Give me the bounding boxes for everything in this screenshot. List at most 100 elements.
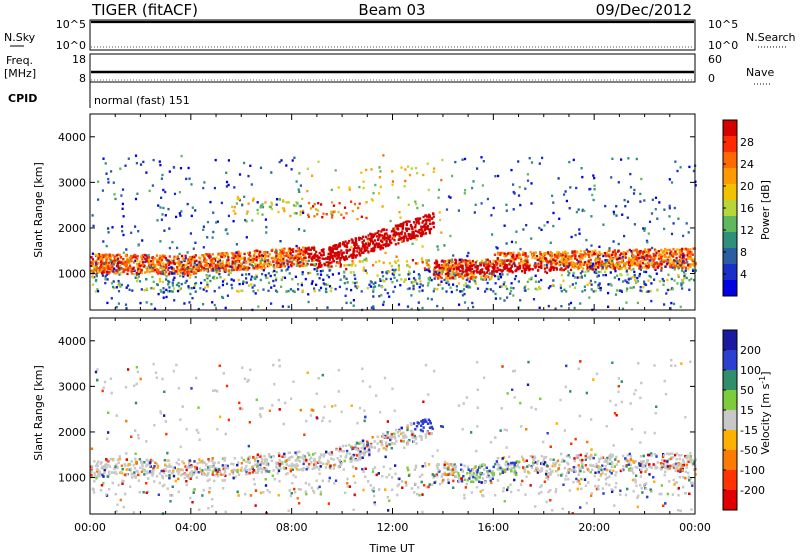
- power-cell: [115, 272, 117, 274]
- power-cell: [292, 159, 294, 161]
- power-cell: [592, 263, 594, 265]
- power-cell: [415, 238, 417, 240]
- power-cell: [605, 274, 607, 276]
- power-cell: [608, 262, 610, 264]
- power-cell: [497, 175, 499, 177]
- power-cell: [340, 249, 342, 251]
- freq-left-tick-top: 18: [72, 53, 86, 66]
- power-cell: [194, 209, 196, 211]
- power-cell: [409, 174, 411, 176]
- power-cell: [688, 289, 690, 291]
- power-cell: [459, 290, 461, 292]
- power-cell: [310, 207, 312, 209]
- power-cell: [494, 175, 496, 177]
- power-cell: [276, 204, 278, 206]
- power-cell: [346, 249, 348, 251]
- power-cell: [130, 258, 132, 260]
- power-cell: [578, 228, 580, 230]
- power-cell: [305, 257, 307, 259]
- power-cell: [145, 260, 147, 262]
- colorbar-swatch: [723, 248, 737, 265]
- power-cell: [382, 279, 384, 281]
- power-cell: [377, 246, 379, 248]
- power-cell: [480, 278, 482, 280]
- power-cell: [111, 226, 113, 228]
- power-cell: [679, 250, 681, 252]
- power-cell: [459, 259, 461, 261]
- power-cell: [428, 189, 430, 191]
- power-cell: [175, 216, 177, 218]
- power-cell: [436, 245, 438, 247]
- power-cell: [488, 265, 490, 267]
- power-cell: [137, 244, 139, 246]
- power-cell: [273, 270, 275, 272]
- power-cell: [148, 259, 150, 261]
- power-cell: [310, 263, 312, 265]
- power-cell: [161, 219, 163, 221]
- power-cell: [350, 289, 352, 291]
- power-cell: [291, 278, 293, 280]
- power-cell: [577, 260, 579, 262]
- power-cell: [688, 166, 690, 168]
- power-cell: [516, 255, 518, 257]
- power-cell: [123, 252, 125, 254]
- power-cell: [136, 265, 138, 267]
- power-cell: [416, 234, 418, 236]
- power-cell: [638, 257, 640, 259]
- power-cell: [92, 214, 94, 216]
- power-cell: [415, 203, 417, 205]
- power-cell: [633, 257, 635, 259]
- power-cell: [234, 262, 236, 264]
- power-cell: [619, 257, 621, 259]
- power-cell: [579, 257, 581, 259]
- power-cell: [411, 167, 413, 169]
- power-cell: [256, 259, 258, 261]
- power-cell: [673, 259, 675, 261]
- power-cell: [467, 274, 469, 276]
- power-cell: [651, 247, 653, 249]
- power-cell: [282, 276, 284, 278]
- power-cell: [123, 215, 125, 217]
- power-cell: [319, 262, 321, 264]
- colorbar-tick-label: 28: [740, 136, 754, 149]
- power-cell: [657, 263, 659, 265]
- power-cell: [580, 272, 582, 274]
- power-cell: [373, 248, 375, 250]
- power-cell: [299, 261, 301, 263]
- power-cell: [329, 269, 331, 271]
- velocity-ylabel: Slant Range [km]: [32, 365, 45, 461]
- power-cell: [650, 290, 652, 292]
- power-cell: [365, 258, 367, 260]
- power-cell: [95, 279, 97, 281]
- power-cell: [242, 280, 244, 282]
- power-cell: [428, 215, 430, 217]
- power-cell: [588, 296, 590, 298]
- power-cell: [118, 282, 120, 284]
- colorbar-tick-label: 8: [740, 246, 747, 259]
- power-cell: [106, 302, 108, 304]
- power-cell: [382, 275, 384, 277]
- power-cell: [392, 180, 394, 182]
- power-cell: [119, 254, 121, 256]
- power-cell: [527, 288, 529, 290]
- power-cell: [400, 278, 402, 280]
- power-cell: [607, 292, 609, 294]
- power-cell: [436, 305, 438, 307]
- power-cell: [436, 288, 438, 290]
- freq-left-unit: [MHz]: [4, 67, 36, 80]
- power-cell: [250, 283, 252, 285]
- power-cell: [275, 255, 277, 257]
- power-cell: [214, 187, 216, 189]
- power-cell: [228, 270, 230, 272]
- power-cell: [110, 170, 112, 172]
- power-cell: [519, 265, 521, 267]
- power-cell: [331, 216, 333, 218]
- power-cell: [95, 290, 97, 292]
- power-cell: [496, 247, 498, 249]
- power-cell: [245, 277, 247, 279]
- power-cell: [248, 284, 250, 286]
- power-cell: [190, 232, 192, 234]
- power-cell: [288, 290, 290, 292]
- noise-right-tick-top: 10^5: [708, 18, 738, 31]
- power-cell: [367, 287, 369, 289]
